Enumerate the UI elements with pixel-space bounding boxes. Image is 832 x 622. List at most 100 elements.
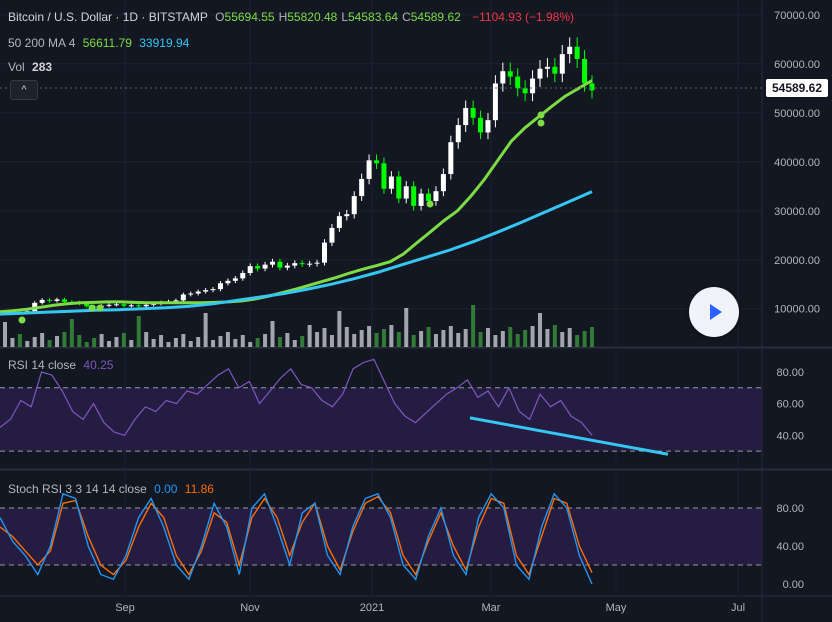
volume-bar (300, 336, 305, 347)
candle-body (507, 71, 513, 77)
volume-bar (181, 334, 186, 347)
candle-body (240, 272, 246, 279)
volume-bar (590, 327, 594, 347)
price-tick-label: 40000.00 (774, 157, 820, 169)
volume-bar (292, 340, 297, 347)
volume-bar (329, 335, 334, 347)
ohlc-value-l: 54583.64 (348, 10, 399, 24)
candle-body (492, 83, 498, 121)
candle-body (359, 178, 365, 197)
candle-body (463, 107, 469, 126)
volume-bar (151, 339, 156, 347)
volume-bar (203, 313, 208, 347)
candle-body (173, 300, 179, 302)
signal-dot (96, 304, 104, 312)
price-change: −1104.93 (−1.98%) (472, 10, 574, 24)
ohlc-value-c: 54589.62 (410, 10, 461, 24)
price-tick-label: 30000.00 (774, 206, 820, 218)
ma50-line (0, 79, 593, 314)
volume-bar (537, 313, 542, 347)
volume-label: Vol (8, 60, 25, 74)
volume-bar (307, 325, 312, 347)
volume-bar (40, 333, 45, 347)
candle-body (84, 303, 90, 307)
candle-body (262, 264, 268, 269)
ma-legend[interactable]: 50 200 MA 4 56611.79 33919.94 (8, 36, 193, 50)
volume-bar (263, 334, 268, 347)
rsi-value: 40.25 (83, 358, 114, 372)
volume-bar (277, 337, 282, 347)
candle-body (225, 280, 231, 284)
ohlc-key-h: H (278, 10, 288, 24)
volume-bar (99, 334, 104, 347)
ohlc-key-o: O (215, 10, 225, 24)
volume-bar (545, 329, 550, 347)
stoch-k-line (0, 492, 593, 585)
ma50-value: 56611.79 (82, 36, 132, 50)
volume-bar (322, 328, 327, 347)
candle-body (336, 216, 342, 228)
volume-bar (92, 338, 97, 347)
volume-bar (62, 332, 67, 347)
signal-dot (88, 304, 96, 312)
rsi-tick-label: 60.00 (776, 399, 804, 411)
ohlc-value-o: 55694.55 (224, 10, 275, 24)
candle-body (366, 160, 372, 179)
candle-body (47, 299, 53, 301)
symbol-title: Bitcoin / U.S. Dollar · 1D · BITSTAMP (8, 10, 208, 24)
volume-bar (233, 339, 238, 347)
candle-body (396, 176, 402, 199)
x-tick-label: May (606, 602, 627, 614)
ohlc-value-h: 55820.48 (287, 10, 338, 24)
stoch-legend[interactable]: Stoch RSI 3 3 14 14 close 0.00 11.86 (8, 482, 218, 496)
volume-bar (107, 341, 112, 347)
price-tick-label: 60000.00 (774, 59, 820, 71)
candle-body (544, 66, 550, 69)
candle-body (299, 263, 305, 265)
volume-bar (3, 322, 7, 347)
volume-bar (129, 340, 134, 347)
rsi-band (0, 387, 762, 452)
candle-body (582, 58, 588, 84)
price-tick-label: 50000.00 (774, 108, 820, 120)
volume-bar (463, 329, 468, 347)
volume-bar (500, 331, 505, 347)
volume-bar (530, 326, 535, 347)
volume-bar (25, 341, 30, 347)
candle-body (448, 142, 454, 175)
candle-body (440, 174, 446, 192)
candle-body (530, 78, 536, 94)
volume-bar (55, 336, 60, 347)
volume-bar (315, 332, 320, 347)
collapse-legend-button[interactable]: ^ (10, 80, 38, 100)
candle-body (537, 68, 543, 79)
price-tick-label: 20000.00 (774, 255, 820, 267)
volume-bar (10, 338, 15, 347)
replay-button[interactable] (689, 287, 739, 337)
volume-bar (136, 316, 141, 347)
candle-body (232, 278, 238, 281)
x-tick-label: Mar (482, 602, 501, 614)
volume-bar (114, 337, 119, 347)
rsi-legend[interactable]: RSI 14 close 40.25 (8, 358, 117, 372)
candle-body (106, 304, 112, 306)
volume-bar (508, 327, 513, 347)
candle-body (180, 294, 186, 301)
volume-bar (493, 335, 498, 347)
candle-body (351, 196, 357, 215)
signal-dot (426, 200, 434, 208)
volume-bar (433, 334, 438, 347)
x-tick-label: Sep (115, 602, 135, 614)
signal-dot (537, 111, 545, 119)
signal-dot (18, 316, 26, 324)
volume-bar (225, 332, 230, 347)
rsi-line (0, 358, 593, 437)
volume-bar (121, 333, 126, 347)
candle-body (113, 304, 119, 306)
candle-body (151, 303, 157, 305)
candle-body (61, 299, 67, 302)
candle-body (255, 266, 261, 269)
volume-legend[interactable]: Vol 283 (8, 60, 56, 74)
stoch-tick-label: 80.00 (776, 503, 804, 515)
candle-body (522, 88, 528, 94)
